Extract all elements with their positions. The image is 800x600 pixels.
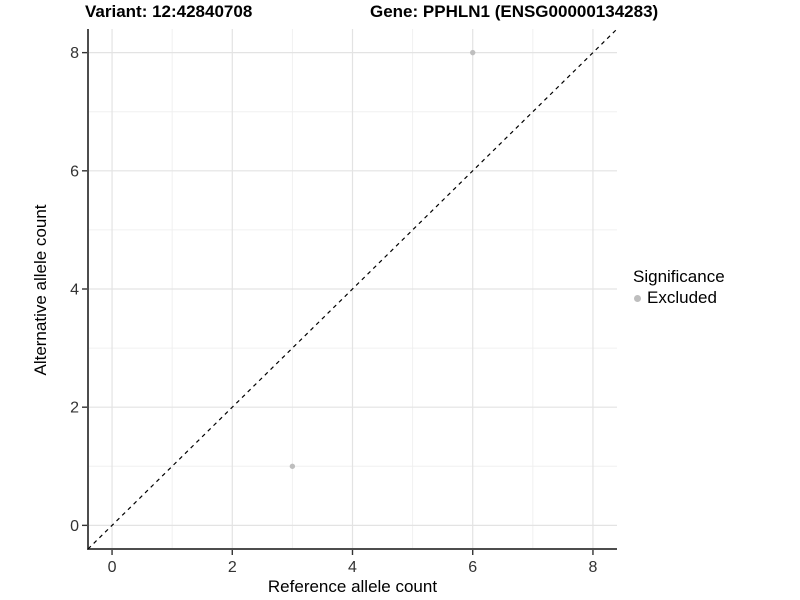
y-axis-title: Alternative allele count (31, 204, 50, 376)
x-tick-label: 0 (108, 559, 117, 576)
x-tick-label: 6 (468, 559, 477, 576)
legend-item-label: Excluded (647, 288, 717, 307)
x-tick-label: 4 (348, 559, 357, 576)
y-tick-label: 6 (70, 163, 79, 180)
plot-title-variant: Variant: 12:42840708 (85, 2, 253, 21)
legend-item-excluded: Excluded (630, 288, 725, 308)
y-tick-label: 4 (70, 282, 79, 299)
identity-reference-line (87, 28, 618, 550)
y-tick-label: 8 (70, 45, 79, 62)
data-point (289, 463, 296, 469)
legend-title: Significance (633, 267, 725, 286)
excluded-point-swatch (634, 294, 641, 302)
y-tick-label: 0 (70, 518, 79, 535)
legend: Significance Excluded (630, 266, 725, 308)
y-tick-label: 2 (70, 400, 79, 417)
x-tick-label: 2 (228, 559, 237, 576)
x-axis-title: Reference allele count (267, 577, 438, 596)
plot-title-gene: Gene: PPHLN1 (ENSG00000134283) (370, 2, 659, 21)
x-tick-label: 8 (589, 559, 598, 576)
data-point (470, 49, 476, 56)
